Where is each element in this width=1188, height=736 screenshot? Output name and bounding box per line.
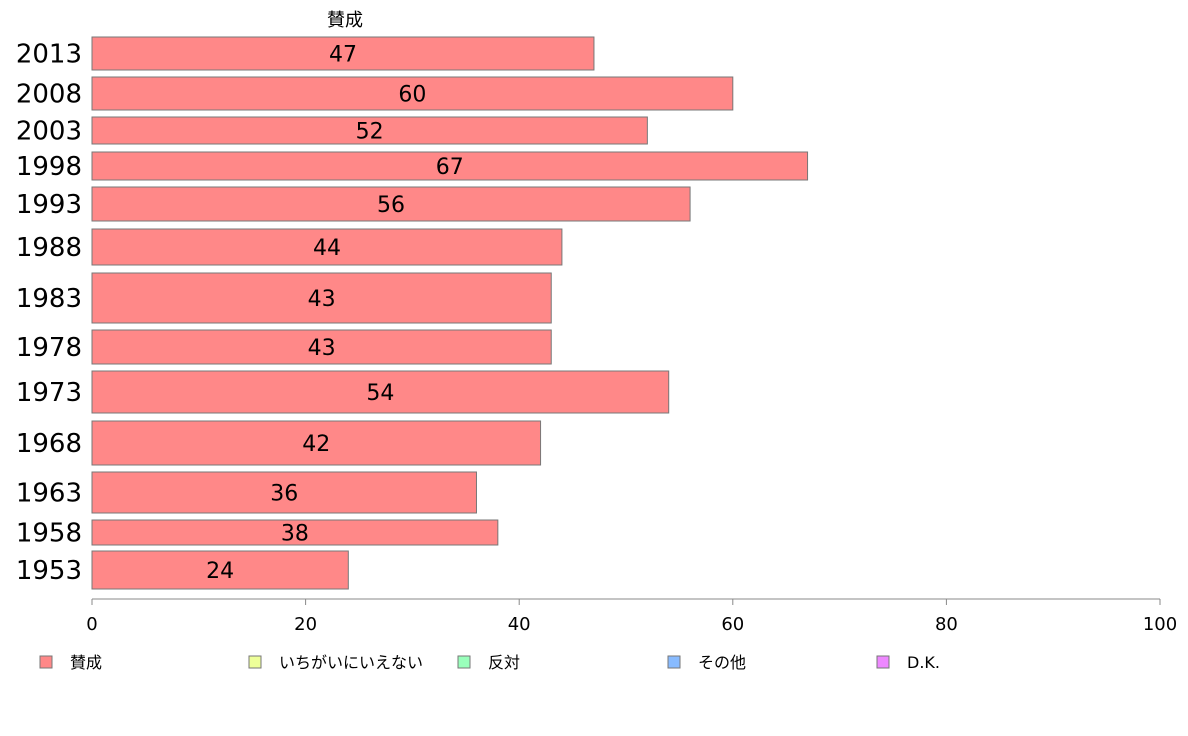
legend-label-3: その他 [698,653,746,672]
value-label-1953: 24 [206,559,234,584]
value-label-1993: 56 [377,193,405,218]
legend-label-0: 賛成 [70,653,102,672]
value-label-1978: 43 [308,336,336,361]
category-label-1968: 1968 [16,429,82,459]
bar-1973 [91,370,670,414]
x-axis: 0 20 40 60 80 100 [86,598,1177,635]
bar-1968 [91,420,542,466]
bar-1988 [91,228,563,266]
x-tick-label-0: 0 [86,614,97,635]
category-label-1998: 1998 [16,152,82,182]
bar-2008 [91,76,734,111]
legend-swatch-1 [248,655,262,669]
value-label-1963: 36 [270,482,298,507]
category-label-1963: 1963 [16,479,82,509]
bar-1998 [91,151,809,181]
bar-1993 [91,186,691,222]
category-label-1988: 1988 [16,233,82,263]
bars-group: 2013 47 2008 60 2003 52 1998 67 1993 56 1988 44 1983… [16,36,809,590]
category-label-1983: 1983 [16,284,82,314]
x-tick-label-60: 60 [721,614,744,635]
legend: 賛成 いちがいにいえない 反対 その他 D.K. [39,653,940,672]
legend-swatch-2 [457,655,471,669]
category-label-1993: 1993 [16,190,82,220]
x-tick-label-40: 40 [508,614,531,635]
category-label-2003: 2003 [16,117,82,147]
value-label-2013: 47 [329,43,357,68]
series-title: 賛成 [327,10,363,31]
category-label-2008: 2008 [16,80,82,110]
legend-label-4: D.K. [907,653,940,672]
value-label-2008: 60 [398,83,426,108]
legend-label-2: 反対 [488,653,520,672]
bar-1953 [91,550,349,590]
legend-swatch-3 [667,655,681,669]
legend-label-1: いちがいにいえない [279,653,423,672]
category-label-1973: 1973 [16,378,82,408]
value-label-1973: 54 [366,381,394,406]
value-label-1968: 42 [302,432,330,457]
bar-1963 [91,471,477,514]
bar-2003 [91,116,648,145]
x-tick-label-80: 80 [935,614,958,635]
bar-1978 [91,329,552,365]
legend-swatch-4 [876,655,890,669]
x-tick-label-100: 100 [1143,614,1177,635]
x-tick-label-20: 20 [294,614,317,635]
legend-swatch-0 [39,655,53,669]
category-label-1958: 1958 [16,519,82,549]
value-label-2003: 52 [356,120,384,145]
category-label-2013: 2013 [16,40,82,70]
value-label-1983: 43 [308,287,336,312]
bar-1983 [91,272,552,324]
bar-2013 [91,36,595,71]
value-label-1998: 67 [436,155,464,180]
value-label-1988: 44 [313,236,341,261]
bar-1958 [91,519,499,546]
category-label-1978: 1978 [16,333,82,363]
category-label-1953: 1953 [16,556,82,586]
value-label-1958: 38 [281,522,309,547]
